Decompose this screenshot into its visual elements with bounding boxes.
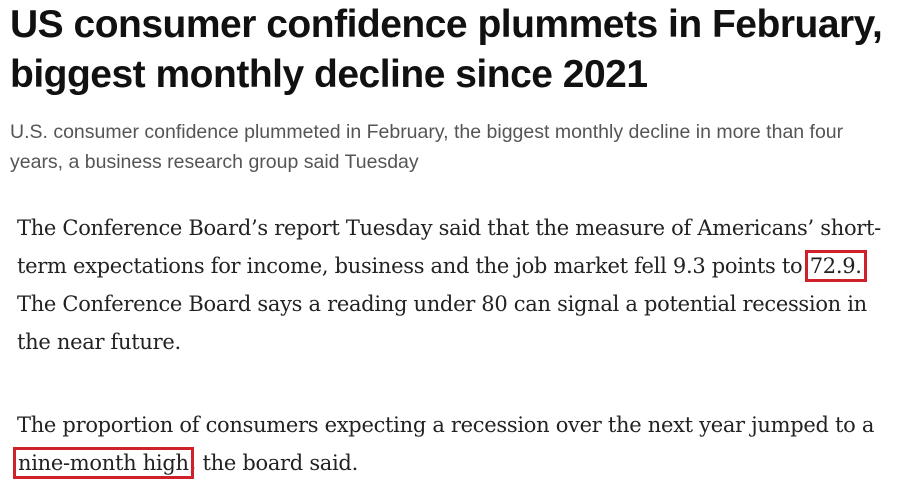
highlighted-phrase: nine-month high [13, 447, 194, 479]
paragraph-2: The proportion of consumers expecting a … [13, 406, 897, 482]
paragraph-text: , the board said. [189, 451, 359, 475]
highlighted-value: 72.9. [804, 250, 867, 282]
paragraph-text: The proportion of consumers expecting a … [17, 413, 875, 437]
headline: US consumer confidence plummets in Febru… [10, 3, 883, 96]
paragraph-text: The Conference Board’s report Tuesday sa… [17, 216, 881, 278]
subheadline: U.S. consumer confidence plummeted in Fe… [10, 121, 844, 173]
paragraph-text: The Conference Board says a reading unde… [17, 292, 867, 354]
paragraph-1: The Conference Board’s report Tuesday sa… [17, 209, 897, 361]
